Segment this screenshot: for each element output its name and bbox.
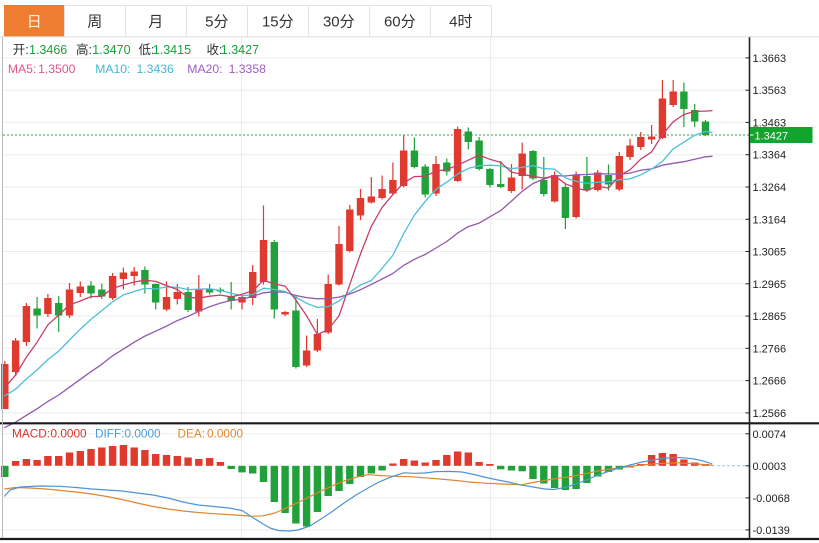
svg-text:1.3500: 1.3500	[38, 62, 75, 76]
svg-text:MA10:: MA10:	[95, 62, 130, 76]
svg-text:1.3065: 1.3065	[753, 247, 787, 259]
svg-text:MACD:: MACD:	[12, 427, 50, 441]
svg-text:1.3415: 1.3415	[153, 43, 191, 57]
svg-text:1.2566: 1.2566	[753, 408, 787, 420]
svg-text:1.3427: 1.3427	[221, 43, 259, 57]
svg-text:1.3436: 1.3436	[137, 62, 174, 76]
svg-text:日: 日	[27, 14, 42, 31]
svg-text:MA20:: MA20:	[187, 62, 222, 76]
svg-text:MA5:: MA5:	[8, 62, 36, 76]
svg-text:5分: 5分	[205, 14, 228, 31]
svg-text:1.3364: 1.3364	[753, 150, 787, 162]
svg-text:-0.0139: -0.0139	[753, 525, 790, 537]
svg-text:1.3463: 1.3463	[753, 117, 787, 129]
svg-text:4时: 4时	[449, 14, 472, 31]
svg-text:1.2965: 1.2965	[753, 279, 787, 291]
svg-text:1.3466: 1.3466	[29, 43, 67, 57]
svg-text:1.3563: 1.3563	[753, 85, 787, 97]
svg-text:1.2865: 1.2865	[753, 311, 787, 323]
svg-text:月: 月	[148, 14, 163, 31]
svg-text:60分: 60分	[384, 14, 416, 31]
svg-text:0.0000: 0.0000	[125, 427, 162, 441]
svg-text:1.3663: 1.3663	[753, 53, 787, 65]
svg-text:高:: 高:	[76, 42, 92, 57]
svg-text:1.2666: 1.2666	[753, 376, 787, 388]
svg-text:0.0074: 0.0074	[753, 429, 787, 441]
svg-text:周: 周	[87, 14, 102, 31]
svg-text:1.3264: 1.3264	[753, 182, 787, 194]
svg-text:1.3470: 1.3470	[92, 43, 130, 57]
svg-text:1.3427: 1.3427	[755, 130, 789, 142]
svg-text:开:: 开:	[13, 43, 29, 57]
svg-text:0.0003: 0.0003	[753, 461, 787, 473]
svg-text:1.3164: 1.3164	[753, 214, 787, 226]
svg-text:1.3358: 1.3358	[229, 62, 266, 76]
svg-text:收:: 收:	[207, 43, 223, 57]
svg-text:DIFF:: DIFF:	[95, 427, 125, 441]
svg-text:30分: 30分	[323, 14, 355, 31]
svg-text:DEA:: DEA:	[178, 427, 206, 441]
svg-text:0.0000: 0.0000	[207, 427, 244, 441]
svg-text:15分: 15分	[262, 14, 294, 31]
svg-text:低:: 低:	[139, 43, 155, 57]
svg-text:0.0000: 0.0000	[51, 427, 88, 441]
svg-text:-0.0068: -0.0068	[753, 493, 790, 505]
svg-text:1.2766: 1.2766	[753, 343, 787, 355]
